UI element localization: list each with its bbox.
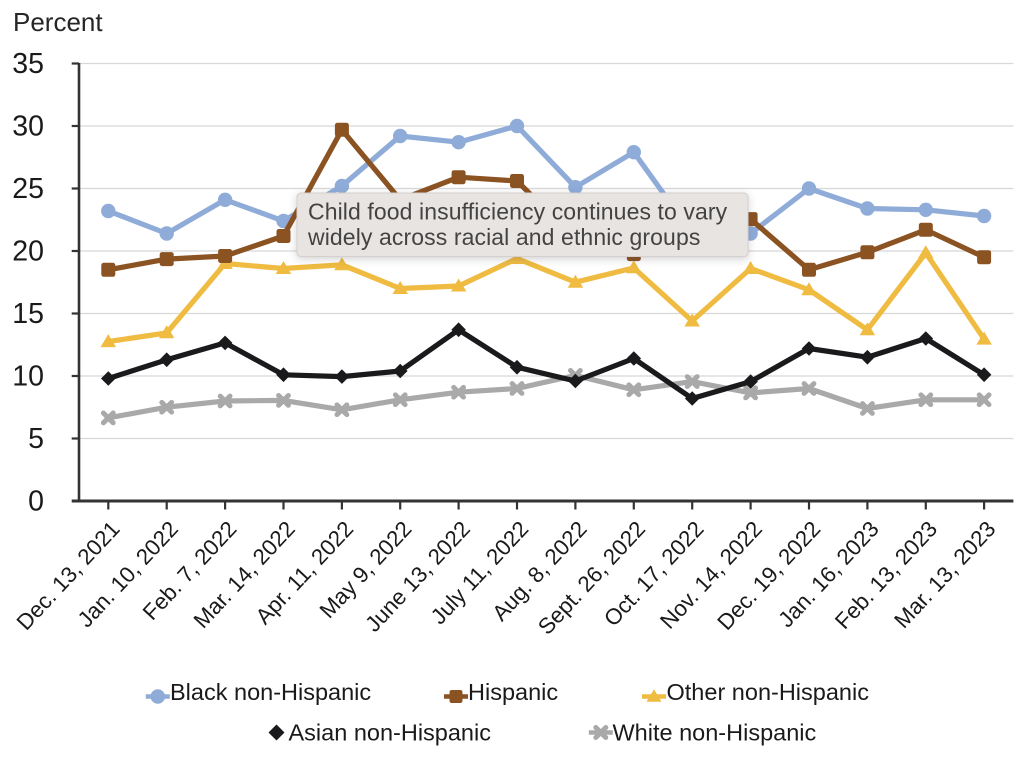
svg-text:20: 20 bbox=[12, 236, 44, 268]
svg-text:Asian non-Hispanic: Asian non-Hispanic bbox=[289, 720, 492, 746]
svg-text:15: 15 bbox=[12, 298, 44, 330]
svg-text:Hispanic: Hispanic bbox=[468, 679, 558, 705]
svg-text:White non-Hispanic: White non-Hispanic bbox=[613, 720, 817, 746]
svg-text:widely across racial and ethni: widely across racial and ethnic groups bbox=[307, 224, 700, 250]
svg-text:0: 0 bbox=[28, 486, 44, 518]
svg-text:5: 5 bbox=[28, 423, 44, 455]
svg-text:Percent: Percent bbox=[13, 7, 103, 37]
svg-text:35: 35 bbox=[12, 48, 44, 80]
svg-text:25: 25 bbox=[12, 173, 44, 205]
svg-text:30: 30 bbox=[12, 111, 44, 143]
svg-text:10: 10 bbox=[12, 361, 44, 393]
svg-text:Black non-Hispanic: Black non-Hispanic bbox=[170, 679, 371, 705]
svg-text:Other non-Hispanic: Other non-Hispanic bbox=[667, 679, 870, 705]
svg-text:Child food insufficiency conti: Child food insufficiency continues to va… bbox=[308, 199, 728, 225]
